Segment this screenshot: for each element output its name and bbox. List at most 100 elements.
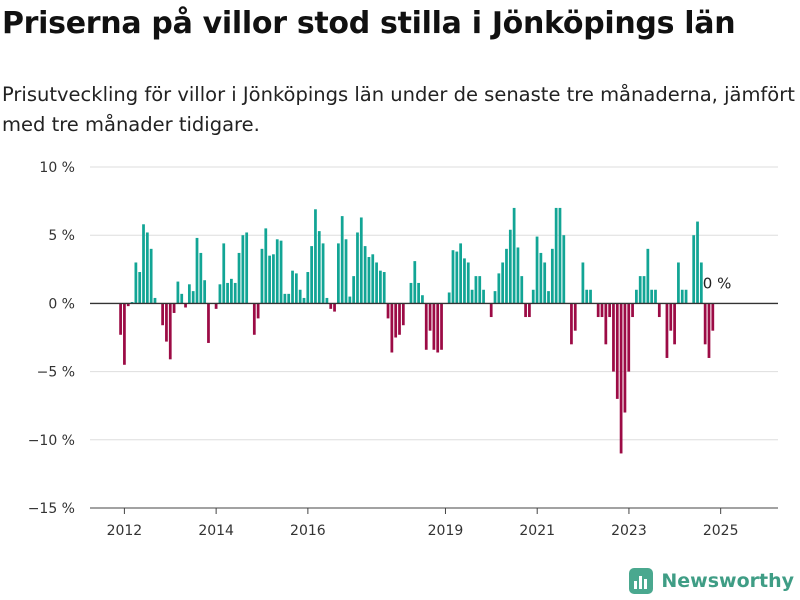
axes: 10 % 5 % 0 % −5 % −10 % −15 % 2012 2014 2016 2019…	[28, 160, 778, 539]
bar	[348, 296, 352, 304]
bar	[696, 221, 699, 304]
x-tick-label: 2012	[107, 523, 143, 539]
bar	[119, 303, 122, 335]
bar	[317, 231, 321, 304]
y-tick-label: −15 %	[28, 501, 75, 517]
bar	[669, 303, 673, 331]
bar	[608, 303, 612, 318]
bar	[623, 303, 627, 413]
bar	[203, 280, 207, 304]
bar	[218, 284, 222, 304]
bar	[165, 303, 168, 342]
bar	[604, 303, 608, 345]
bar	[600, 303, 604, 318]
bar	[291, 270, 294, 304]
bar	[409, 282, 413, 304]
bar	[245, 232, 249, 304]
bar	[512, 207, 516, 304]
bar	[596, 303, 600, 318]
bar	[352, 276, 356, 304]
bar	[172, 303, 176, 313]
bar	[191, 291, 195, 304]
y-tick-label: 0 %	[48, 296, 75, 312]
bar	[673, 303, 676, 345]
brand-name: Newsworthy	[661, 570, 794, 592]
bar	[474, 276, 478, 304]
bar	[417, 282, 420, 304]
bar	[161, 303, 164, 326]
bar	[711, 303, 715, 331]
bar	[581, 262, 585, 304]
bar	[703, 303, 707, 345]
bar	[482, 289, 485, 304]
bar	[260, 248, 264, 304]
bar	[707, 303, 711, 358]
chart-subtitle: Prisutveckling för villor i Jönköpings l…	[2, 83, 795, 136]
bar	[176, 281, 180, 304]
bar	[321, 243, 325, 304]
bar	[367, 257, 371, 304]
bar	[336, 243, 340, 304]
bar	[677, 262, 680, 304]
bar	[241, 235, 245, 304]
bar	[646, 248, 650, 304]
bar	[428, 303, 432, 331]
x-tick-label: 2014	[198, 523, 234, 539]
bar	[573, 303, 577, 331]
bar	[294, 273, 298, 304]
bar	[531, 289, 535, 304]
bar	[195, 237, 199, 304]
bar	[394, 303, 398, 338]
bar	[325, 297, 329, 304]
logo-chart-icon	[629, 568, 654, 594]
bar	[302, 297, 306, 304]
bar	[264, 228, 268, 304]
bar	[642, 276, 646, 304]
bar	[230, 278, 233, 304]
bar	[382, 272, 386, 304]
bar	[199, 252, 203, 304]
bar	[153, 297, 157, 304]
bar	[287, 293, 291, 304]
bar	[149, 248, 153, 304]
x-tick-label: 2023	[611, 523, 647, 539]
bar	[233, 282, 237, 304]
bar	[440, 303, 443, 350]
bar	[657, 303, 661, 318]
y-tick-label: 10 %	[39, 160, 75, 176]
bar	[310, 246, 314, 304]
bar	[145, 232, 149, 304]
newsworthy-logo: Newsworthy	[629, 568, 794, 594]
bar	[615, 303, 619, 399]
bar	[684, 289, 688, 304]
bar	[535, 236, 539, 304]
bar	[451, 250, 455, 304]
bar	[226, 282, 229, 304]
bar	[478, 276, 482, 304]
bar	[359, 217, 363, 304]
x-tick-label: 2021	[519, 523, 555, 539]
bar	[699, 262, 703, 304]
bar	[207, 303, 210, 343]
bar	[654, 289, 657, 304]
bar	[589, 289, 592, 304]
bar	[505, 248, 508, 304]
bar	[455, 251, 459, 304]
bar	[543, 262, 547, 304]
bar	[180, 293, 184, 304]
bar	[168, 303, 172, 360]
bar	[340, 216, 344, 304]
bar	[650, 289, 654, 304]
bar	[126, 303, 130, 307]
bar	[631, 303, 634, 318]
bar	[550, 248, 554, 304]
bar	[619, 303, 623, 454]
bar	[187, 284, 191, 304]
bar	[344, 239, 348, 304]
bar	[528, 303, 531, 318]
bar	[329, 303, 333, 309]
bar	[184, 303, 187, 308]
bar	[356, 232, 359, 304]
bar	[371, 254, 375, 304]
